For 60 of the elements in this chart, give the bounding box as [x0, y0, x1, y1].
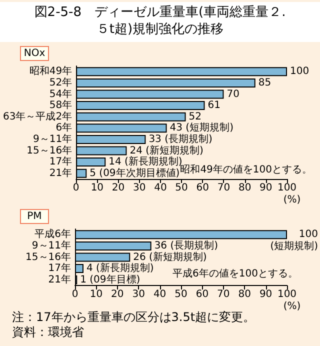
data-label: 52 [188, 111, 202, 122]
x-tick-label: 40 [154, 182, 167, 194]
y-tick-label: 15～16年 [26, 250, 71, 263]
data-label: 26 (新短期規制) [133, 250, 207, 263]
data-label: 4 (新長期規制) [86, 262, 154, 274]
data-label: 36 (長期規制) [154, 239, 218, 252]
x-tick-label: 60 [196, 289, 209, 300]
x-tick-label: 30 [132, 182, 146, 194]
y-tick-label: 平成6年 [34, 228, 71, 240]
x-tick-label: 100 [277, 289, 297, 300]
x-axis-title: (%) [283, 301, 301, 312]
x-axis-title: (%) [283, 194, 301, 206]
x-tick-label: 0 [72, 182, 80, 194]
x-tick-label: 60 [196, 182, 209, 194]
y-tick-label: 21年 [49, 166, 72, 179]
data-label: 24 (新短期規制) [130, 144, 204, 156]
y-tick-label: 58年 [49, 99, 72, 112]
data-label: 100 [290, 66, 310, 78]
data-label: 33 (長期規制) [148, 132, 212, 145]
chart-title: 図2-5-8 ディーゼル重量車(車両総重量２.５t超)規制強化の推移 [0, 2, 320, 42]
y-tick-label: 63年～平成2年 [2, 110, 72, 122]
x-tick-label: 10 [90, 289, 103, 300]
x-tick-label: 50 [175, 182, 188, 194]
y-tick-label: 6年 [56, 122, 72, 134]
x-tick-label: 0 [72, 289, 78, 300]
data-label: 1 (09年目標) [80, 273, 140, 286]
y-tick-label: 昭和49年 [29, 65, 72, 78]
y-tick-label: 52年 [49, 76, 72, 88]
x-tick-label: 90 [260, 182, 272, 194]
text: 資料：環境省 [12, 325, 84, 339]
data-label: 5 (09年次期目標値) [90, 166, 180, 179]
data-label: 85 [258, 77, 272, 88]
y-tick-label: 17年 [48, 262, 71, 274]
chart-subtitle: PM [27, 211, 42, 222]
text: 注：17年から重量車の区分は3.5t超に変更。 [12, 310, 256, 324]
y-tick-label: 17年 [49, 156, 72, 168]
x-tick-label: 10 [90, 182, 104, 194]
y-tick-label: 54年 [49, 88, 72, 100]
data-label: 70 [226, 88, 240, 100]
x-tick-label: 80 [238, 289, 251, 300]
data-label: 100 (短期規制) [270, 229, 318, 252]
x-tick-label: 100 [277, 182, 297, 194]
x-tick-label: 40 [153, 289, 166, 300]
x-tick-label: 70 [217, 182, 230, 194]
x-tick-label: 30 [132, 289, 145, 300]
annotation: 昭和49年の値を100とする。 [180, 164, 312, 176]
x-tick-label: 20 [111, 289, 124, 300]
x-tick-label: 50 [174, 289, 188, 300]
x-tick-label: 90 [259, 289, 272, 300]
y-tick-label: 15～16年 [26, 144, 72, 156]
data-label: 43 (短期規制) [170, 122, 234, 134]
y-tick-label: 9～11年 [32, 132, 72, 145]
x-tick-label: 20 [112, 182, 125, 194]
x-tick-label: 80 [238, 182, 252, 194]
y-tick-label: 9～11年 [32, 239, 71, 252]
data-label: 61 [208, 100, 220, 112]
x-tick-label: 70 [217, 289, 230, 300]
annotation: 平成6年の値を100とする。 [172, 268, 298, 280]
chart-subtitle: NOx [24, 48, 46, 59]
y-tick-label: 21年 [48, 273, 71, 286]
